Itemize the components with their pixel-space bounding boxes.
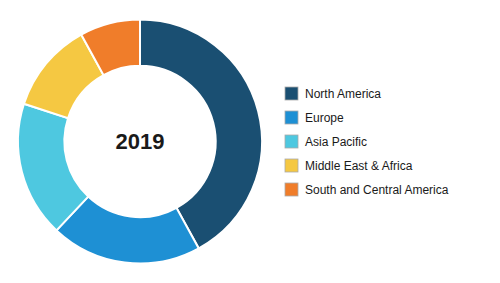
legend-label: South and Central America: [305, 183, 449, 197]
legend-swatch: [285, 135, 298, 148]
pie: [18, 20, 262, 264]
legend-swatch: [285, 159, 298, 172]
slice: [81, 20, 140, 76]
legend-item: Asia Pacific: [285, 135, 367, 149]
legend-item: North America: [285, 87, 381, 101]
legend-swatch: [285, 87, 298, 100]
legend-label: Middle East & Africa: [305, 159, 413, 173]
legend-swatch: [285, 183, 298, 196]
legend: North America Europe Asia Pacific Middle Ea…: [285, 87, 449, 197]
legend-item: Europe: [285, 111, 344, 125]
legend-item: Middle East & Africa: [285, 159, 413, 173]
legend-label: Europe: [305, 111, 344, 125]
legend-label: North America: [305, 87, 381, 101]
legend-swatch: [285, 111, 298, 124]
chart: 2019 North America Europe Asia Pacific Middl…: [0, 0, 500, 283]
center-text: 2019: [116, 129, 165, 154]
legend-label: Asia Pacific: [305, 135, 367, 149]
legend-item: South and Central America: [285, 183, 449, 197]
slice: [18, 104, 88, 231]
